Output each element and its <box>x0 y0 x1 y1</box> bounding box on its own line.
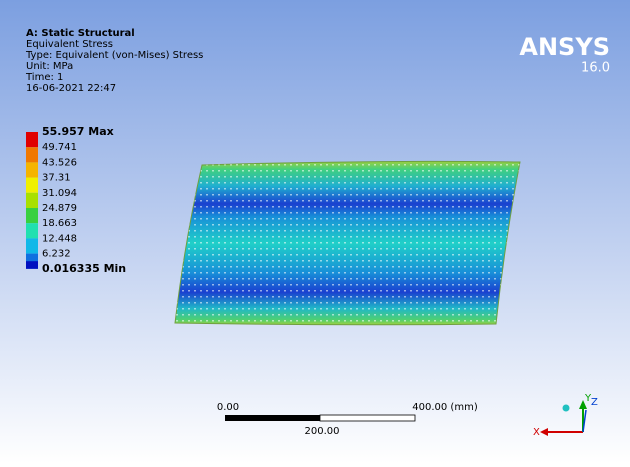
legend-label: 12.448 <box>42 233 77 244</box>
scale-right: 400.00 (mm) <box>412 402 478 413</box>
legend-swatch <box>26 238 38 253</box>
legend-label: 37.31 <box>42 173 71 184</box>
logo: ANSYS <box>519 33 610 61</box>
legend-swatch <box>26 208 38 223</box>
model <box>175 161 520 324</box>
scale-black <box>225 415 320 421</box>
triad-z: Z <box>591 397 598 408</box>
legend-swatch <box>26 223 38 238</box>
header-line: Equivalent Stress <box>26 39 113 50</box>
triad-x: X <box>533 427 540 438</box>
legend-label: 0.016335 Min <box>42 262 126 275</box>
legend-label: 55.957 Max <box>42 125 114 138</box>
legend-swatch <box>26 132 38 147</box>
viewport: A: Static StructuralEquivalent StressTyp… <box>0 0 630 463</box>
legend-label: 43.526 <box>42 157 77 168</box>
legend-swatch <box>26 147 38 162</box>
scale-white <box>320 415 415 421</box>
legend-label: 18.663 <box>42 218 77 229</box>
legend-label: 24.879 <box>42 203 77 214</box>
triad-ball <box>563 405 570 412</box>
header-title: A: Static Structural <box>26 28 135 39</box>
legend-swatch <box>26 178 38 193</box>
legend-label: 31.094 <box>42 188 77 199</box>
legend-swatch <box>26 193 38 208</box>
header-line: 16-06-2021 22:47 <box>26 83 116 94</box>
legend-swatch <box>26 162 38 177</box>
legend-label: 49.741 <box>42 142 77 153</box>
scale-left: 0.00 <box>217 402 239 413</box>
mesh-dots <box>175 161 520 324</box>
header-line: Unit: MPa <box>26 61 73 72</box>
legend-swatch <box>26 261 38 269</box>
header-line: Type: Equivalent (von-Mises) Stress <box>25 50 203 61</box>
header-line: Time: 1 <box>25 72 63 83</box>
legend-label: 6.232 <box>42 249 71 260</box>
scale-middle: 200.00 <box>305 426 340 437</box>
logo-version: 16.0 <box>581 61 610 76</box>
